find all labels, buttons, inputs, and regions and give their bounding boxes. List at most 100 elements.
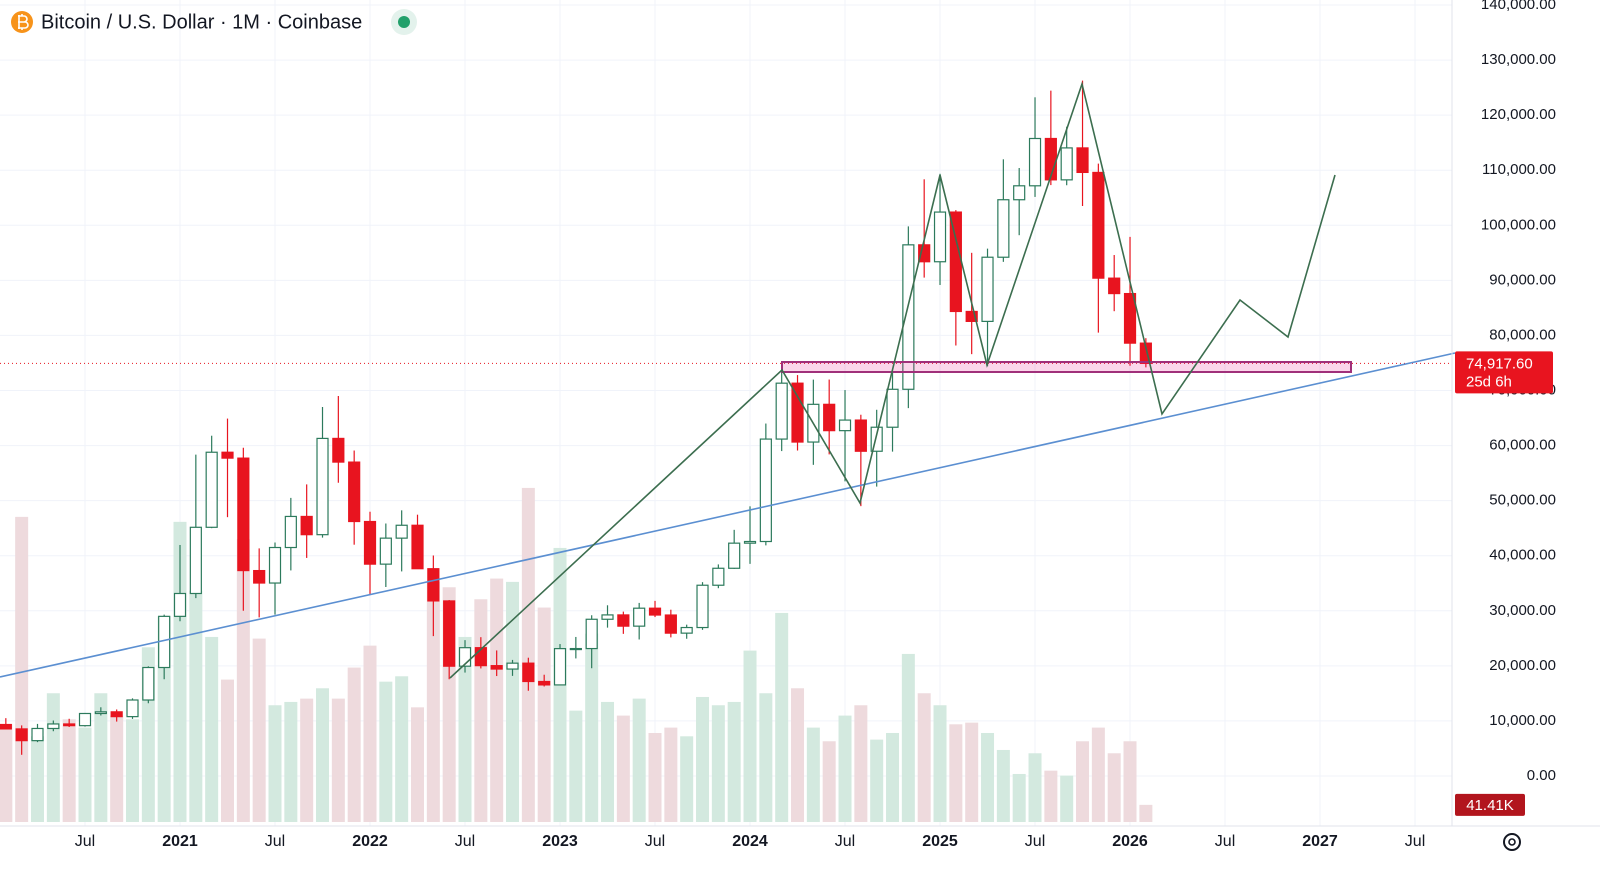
candle-body [253,569,266,584]
candle-body [142,666,155,701]
y-tick-label: 0.00 [1527,767,1556,784]
candle-body [189,526,202,595]
settings-button[interactable] [1503,833,1521,851]
candle-body [173,592,187,617]
y-tick-label: 140,000.00 [1481,0,1556,13]
volume-bar [601,701,615,822]
y-tick-label: 110,000.00 [1482,161,1556,178]
volume-bar [1012,773,1026,822]
candle-body [949,211,962,313]
volume-bar [110,715,124,822]
candle-body [522,662,535,683]
x-tick-label: 2025 [922,833,958,850]
candle-body [63,723,76,727]
volume-bar [521,487,535,822]
volume-bar [886,732,900,822]
candle-body [981,256,994,322]
settings-icon[interactable] [1503,833,1521,851]
axes: 0.00 10,000.00 20,000.00 30,000.00 40,000.00… [0,0,1600,850]
projection-path [449,81,1336,679]
candle-body [902,244,915,390]
x-tick-label: Jul [1215,833,1235,850]
volume-bar [268,705,282,822]
candle-body [427,568,440,602]
volume-bar [743,650,757,822]
volume-bar [347,667,361,822]
volume-bar [822,741,836,822]
volume-bar [0,724,13,822]
y-tick-label: 30,000.00 [1489,602,1556,619]
volume-bar [996,749,1010,822]
volume-bar [949,724,963,822]
symbol-glyph [18,14,29,30]
volume-bar [300,698,314,822]
candle-body [712,567,725,586]
countdown-label: 25d 6h [1466,373,1512,390]
candle-body [1108,277,1121,295]
volume-bar [1076,741,1090,822]
candle-body [633,607,646,627]
volume-bar [284,701,298,822]
volume-bar [252,638,266,822]
candle-body [205,451,218,528]
y-tick-label: 100,000.00 [1481,216,1556,233]
candle-body [1028,137,1042,187]
candles [0,80,1152,755]
volume-bar [426,581,440,822]
candle-body [854,419,867,452]
y-tick-label: 50,000.00 [1489,492,1556,509]
volume-bar [569,710,583,822]
candle-body [918,244,931,263]
volume-bar [632,698,646,822]
candle-body [316,437,329,536]
candle-body [237,457,250,572]
last-price-tag [1455,351,1553,394]
volume-bar [791,688,805,822]
candle-body [47,723,60,730]
x-tick-label: 2027 [1302,833,1338,850]
candle-body [569,647,582,651]
candle-body [443,600,456,667]
volume-bar [648,732,662,822]
candle-body [823,403,836,432]
y-tick-label: 120,000.00 [1481,106,1556,123]
x-tick-label: 2026 [1112,833,1148,850]
volume-bar [205,636,219,822]
candle-body [1060,147,1073,181]
candle-body [126,699,139,718]
volume-bar [331,698,345,822]
x-tick-label: Jul [1025,833,1045,850]
x-tick-label: Jul [645,833,665,850]
candle-body [458,647,472,667]
volume-bar [933,705,947,822]
volume-bar [1107,753,1121,822]
candle-body [411,524,424,570]
x-tick-label: 2022 [352,833,388,850]
candle-body [601,614,614,620]
candle-body [363,520,377,565]
volume-bar [775,612,789,822]
candle-body [490,665,503,670]
volume-bar [236,539,250,822]
volume-bar [854,705,868,822]
last-volume-tag [1455,793,1525,816]
volume-bar [363,645,377,822]
candle-body [759,438,772,543]
candle-body [1013,185,1026,201]
y-tick-label: 90,000.00 [1489,271,1556,288]
volume-bar [585,633,599,822]
trend-line [0,352,1456,678]
volume-bar [1123,741,1137,822]
volume-bar [379,681,393,822]
candle-body [538,680,551,686]
candle-body [506,662,519,670]
candle-body [886,388,899,428]
volume-bar [31,736,45,822]
candle-body [617,614,630,627]
volume-bar [981,732,995,822]
volume-bar [917,693,931,822]
volume-bar [490,578,504,822]
candle-body [110,711,123,718]
candle-body [743,540,757,544]
